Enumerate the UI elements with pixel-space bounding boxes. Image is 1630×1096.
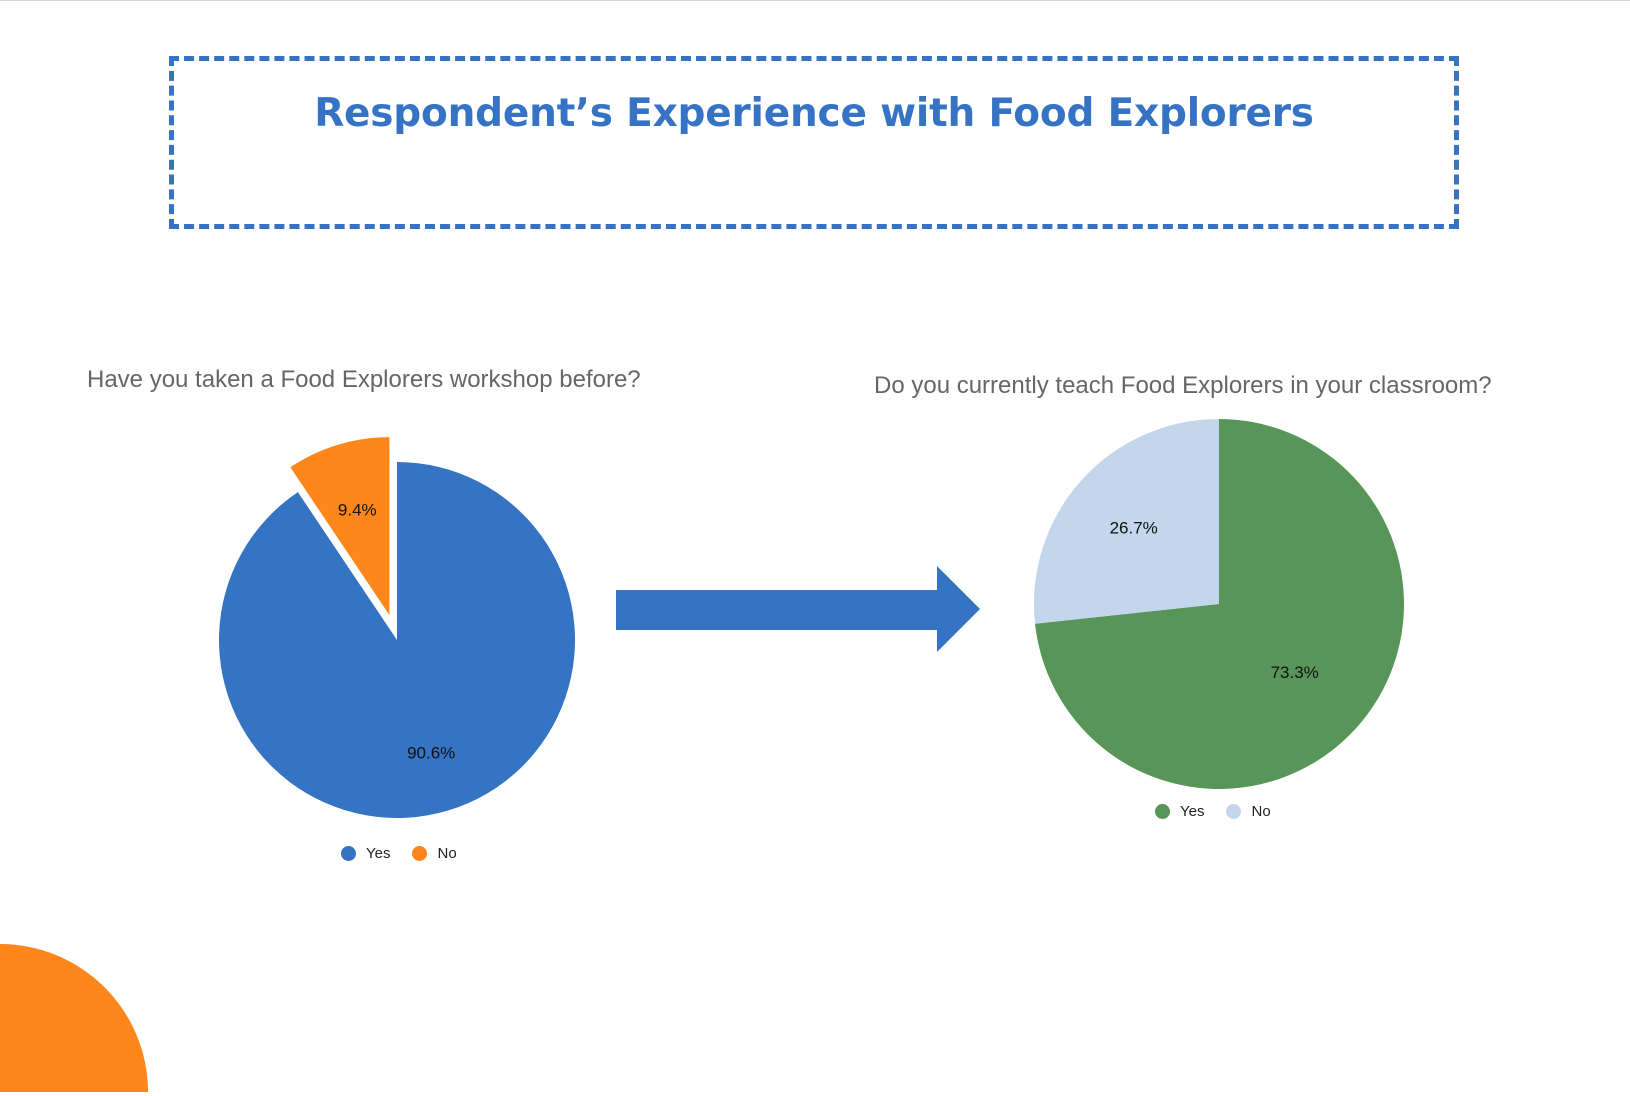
pie-slice-no [290,437,390,616]
top-border [0,0,1630,1]
pie-chart-workshop: 90.6% 9.4% [218,437,575,818]
data-label-no: 9.4% [338,501,377,520]
legend-label-no: No [1251,803,1271,820]
legend-label-no: No [437,845,457,862]
legend-item-no: No [412,845,457,862]
orange-corner-shape [0,944,148,1092]
title-frame: Respondent’s Experience with Food Explor… [169,56,1459,229]
pie-slice-yes [1035,419,1404,790]
legend-dot-no [412,846,428,861]
chart-1-legend: Yes No [341,845,479,862]
legend-label-yes: Yes [366,845,391,862]
legend-dot-yes [1155,804,1170,819]
page-title: Respondent’s Experience with Food Explor… [314,91,1314,136]
data-label-yes: 73.3% [1271,663,1319,682]
pie-slice-yes [218,462,575,818]
legend-item-yes: Yes [1155,803,1204,820]
data-label-yes: 90.6% [407,743,455,762]
chart-2-title: Do you currently teach Food Explorers in… [874,372,1492,399]
pie-chart-teaching: 73.3% 26.7% [1033,419,1404,790]
pie-slice-no [1033,419,1219,624]
legend-dot-yes [341,846,356,861]
chart-1-title: Have you taken a Food Explorers workshop… [87,366,641,393]
legend-item-no: No [1226,803,1271,820]
data-label-no: 26.7% [1110,518,1158,537]
right-arrow-icon [616,566,980,652]
legend-item-yes: Yes [341,845,390,862]
legend-label-yes: Yes [1180,803,1205,820]
legend-dot-no [1226,804,1242,819]
chart-2-legend: Yes No [1155,803,1293,820]
